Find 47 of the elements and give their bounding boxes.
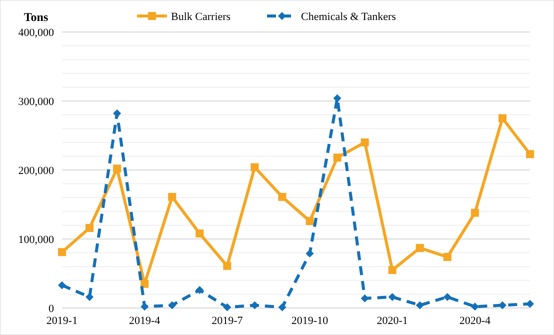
y-tick-label: 300,000 — [18, 96, 54, 108]
x-tick-label: 2020-1 — [376, 315, 408, 327]
point — [168, 192, 176, 201]
point — [168, 301, 176, 310]
x-tick-label: 2019-1 — [46, 315, 78, 327]
point — [388, 292, 396, 301]
point — [140, 302, 149, 311]
point — [388, 266, 396, 274]
x-tick-label: 2019-4 — [129, 315, 161, 327]
point — [470, 208, 479, 217]
point — [196, 286, 204, 294]
legend-label: Bulk Carriers — [171, 10, 231, 23]
point — [113, 164, 122, 173]
point — [278, 192, 286, 201]
point — [360, 138, 369, 146]
point — [526, 150, 534, 158]
point — [250, 163, 259, 172]
point — [498, 114, 506, 122]
point — [306, 249, 314, 258]
legend-label: Chemicals & Tankers — [301, 10, 396, 23]
point — [526, 300, 534, 308]
point — [333, 154, 342, 162]
point — [278, 303, 286, 312]
y-axis-title: Tons — [24, 10, 48, 24]
y-tick-label: 400,000 — [18, 26, 54, 39]
y-tick-label: 200,000 — [18, 164, 54, 177]
point — [416, 244, 424, 252]
x-tick-label: 2019-10 — [291, 315, 329, 327]
y-tick-label: 100,000 — [18, 234, 54, 246]
point — [58, 281, 66, 290]
point — [223, 303, 232, 312]
x-tick-label: 2019-7 — [212, 315, 244, 327]
point — [416, 301, 424, 310]
point — [443, 292, 452, 301]
point — [86, 224, 94, 232]
point — [140, 280, 149, 288]
point — [113, 109, 122, 118]
point — [443, 252, 452, 261]
point — [223, 262, 232, 270]
y-tick-label: 0 — [48, 302, 54, 315]
point — [306, 217, 314, 226]
point — [360, 294, 369, 302]
point — [196, 229, 204, 238]
point — [58, 248, 66, 256]
point — [333, 94, 342, 102]
point — [470, 302, 479, 311]
x-tick-label: 2020-4 — [459, 315, 492, 327]
